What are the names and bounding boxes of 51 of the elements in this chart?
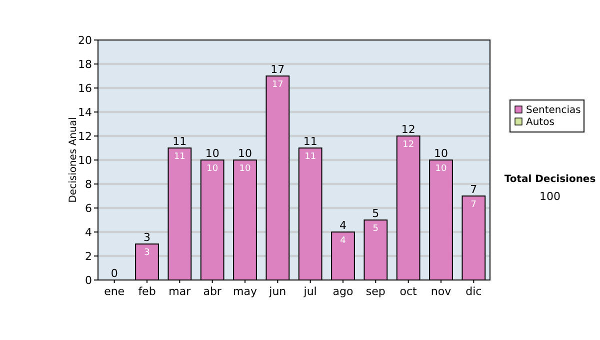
total-label: 0 <box>110 267 118 280</box>
total-label: 17 <box>270 63 285 76</box>
total-label: 4 <box>340 219 346 232</box>
data-label: 3 <box>144 248 150 258</box>
x-tick-label: jun <box>268 285 286 298</box>
total-label: 11 <box>172 135 187 148</box>
total-label: 10 <box>205 147 220 160</box>
total-label: 7 <box>470 183 478 196</box>
legend-label: Autos <box>526 117 554 128</box>
total-label: 11 <box>303 135 318 148</box>
text: 100 <box>540 190 560 203</box>
x-tick-label: ene <box>104 285 125 298</box>
y-tick-label: 2 <box>85 250 92 263</box>
data-label: 10 <box>239 164 251 174</box>
data-label: 10 <box>206 164 218 174</box>
x-tick-label: feb <box>138 285 156 298</box>
total-label: 5 <box>372 207 380 220</box>
y-tick-label: 4 <box>85 226 92 239</box>
data-label: 17 <box>272 80 284 90</box>
data-label: 4 <box>340 236 346 246</box>
y-tick-label: 18 <box>78 58 92 71</box>
total-label: 3 <box>144 231 150 244</box>
data-label: 10 <box>435 164 447 174</box>
total-label: 10 <box>238 147 252 160</box>
x-tick-label: may <box>233 285 258 298</box>
x-tick-label: ago <box>332 285 354 298</box>
y-tick-label: 16 <box>78 82 92 95</box>
data-label: 11 <box>304 152 316 162</box>
data-label: 5 <box>372 224 379 234</box>
x-tick-label: mar <box>168 285 192 298</box>
x-tick-label: sep <box>366 285 386 298</box>
x-tick-label: abr <box>203 285 222 298</box>
y-tick-label: 14 <box>78 106 92 119</box>
total-label: 12 <box>401 123 416 136</box>
total-label: 10 <box>434 147 448 160</box>
y-tick-label: 12 <box>78 130 92 143</box>
x-tick-label: jul <box>302 285 317 298</box>
data-label: 7 <box>470 200 477 210</box>
x-tick-label: dic <box>466 285 482 298</box>
x-tick-label: nov <box>430 285 452 298</box>
data-label: 12 <box>402 140 414 150</box>
text: Total Decisiones <box>504 174 596 185</box>
y-tick-label: 20 <box>78 34 92 47</box>
y-tick-label: 0 <box>85 274 92 287</box>
legend-label: Sentencias <box>526 105 581 116</box>
y-tick-label: 8 <box>85 178 92 191</box>
y-tick-label: 10 <box>78 154 92 167</box>
y-axis-title: Decisiones Anual <box>68 117 79 203</box>
x-tick-label: oct <box>400 285 418 298</box>
data-label: 11 <box>174 152 186 162</box>
y-tick-label: 6 <box>85 202 92 215</box>
